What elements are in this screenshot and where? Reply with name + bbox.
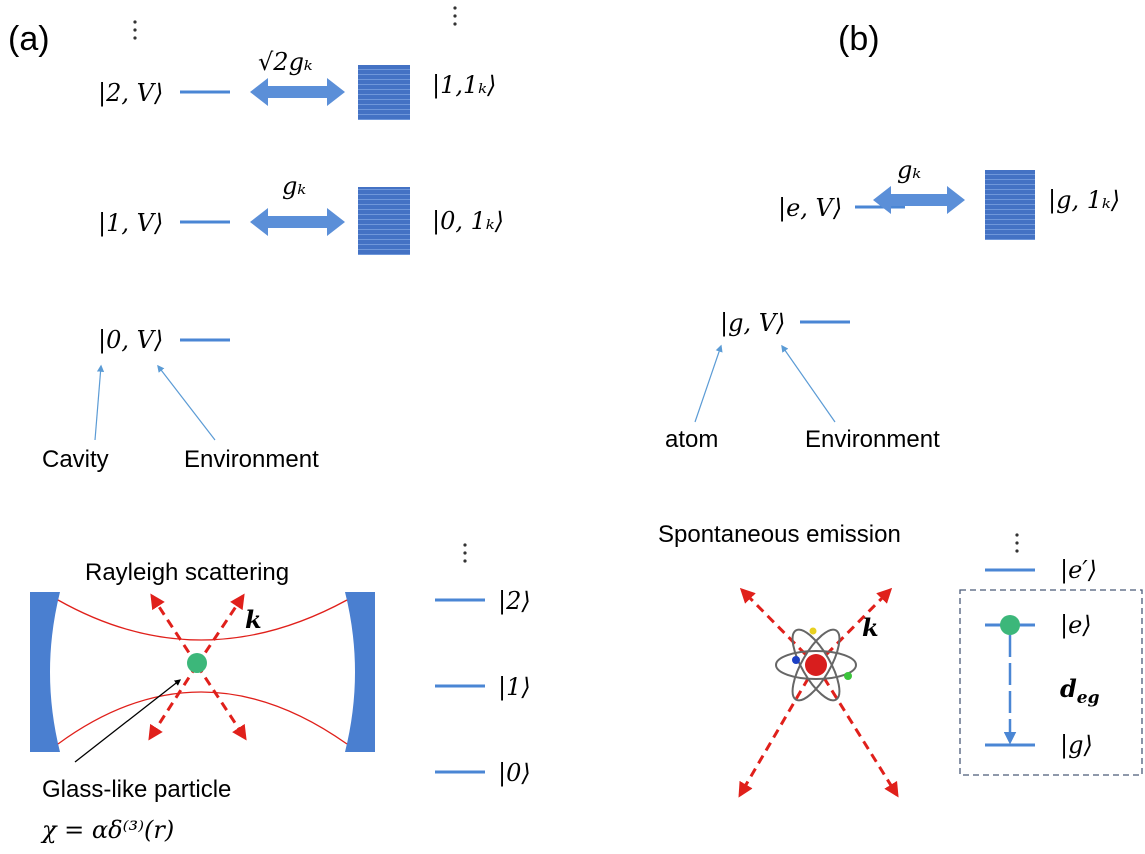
pointer (158, 366, 215, 440)
scatter-arrow (197, 596, 243, 665)
level-label: |e′⟩ (1060, 556, 1097, 585)
coupling-arrow (250, 78, 345, 106)
state-label: |g, V⟩ (720, 309, 785, 338)
scatter-arrow (152, 596, 197, 665)
level-label: |1⟩ (498, 673, 531, 702)
pointer-label: Cavity (42, 446, 109, 473)
pointer-label: Environment (805, 426, 940, 453)
emission-title: Spontaneous emission (658, 521, 901, 548)
level-label: |2⟩ (498, 587, 531, 616)
emission-arrow (742, 590, 816, 665)
wavevector: k (245, 605, 262, 634)
particle (1000, 615, 1020, 635)
state-label: |e, V⟩ (778, 194, 842, 223)
susceptibility: χ = αδ⁽³⁾(r) (40, 816, 174, 844)
state-label: |0, V⟩ (98, 326, 163, 355)
state-label: |1,1ₖ⟩ (432, 71, 496, 100)
dipole-subscript: eg (1077, 688, 1100, 708)
mirror (30, 592, 60, 752)
mirror (345, 592, 375, 752)
coupling-label: gₖ (897, 156, 921, 184)
particle-label: Glass-like particle (42, 776, 231, 803)
scatter-arrow (197, 665, 245, 738)
coupling-arrow (873, 186, 965, 214)
state-label: |0, 1ₖ⟩ (432, 207, 504, 236)
pointer (695, 346, 721, 422)
state-label: |1, V⟩ (98, 209, 163, 238)
continuum (358, 187, 410, 255)
atom-icon (776, 623, 856, 706)
scatter-arrow (150, 665, 197, 738)
coupling-label: gₖ (282, 172, 306, 200)
pointer (95, 366, 101, 440)
continuum (985, 170, 1035, 240)
pointer (75, 680, 180, 762)
beam (58, 692, 347, 744)
level-label: |g⟩ (1060, 731, 1093, 760)
level-label: |e⟩ (1060, 611, 1092, 640)
beam (58, 600, 347, 640)
dipole-symbol: d (1060, 674, 1077, 703)
level-label: |0⟩ (498, 759, 531, 788)
dipole-label: deg (1060, 674, 1100, 708)
panel-label: (b) (838, 20, 880, 58)
wavevector: k (862, 613, 879, 642)
particle (187, 653, 207, 673)
dashed-box (960, 590, 1142, 775)
coupling-label: √2gₖ (258, 48, 313, 76)
state-label: |2, V⟩ (98, 79, 163, 108)
pointer (782, 346, 835, 422)
scattering-title: Rayleigh scattering (85, 559, 289, 586)
panel-label: (a) (8, 20, 50, 58)
continuum (358, 65, 410, 120)
diagram: (a) |2, V⟩ √2gₖ |1,1ₖ⟩ |1, V⟩ gₖ |0, 1ₖ⟩… (0, 0, 1145, 854)
coupling-arrow (250, 208, 345, 236)
emission-arrow (740, 665, 816, 795)
pointer-label: atom (665, 426, 718, 453)
emission-arrow (816, 665, 897, 795)
state-label: |g, 1ₖ⟩ (1048, 186, 1120, 215)
pointer-label: Environment (184, 446, 319, 473)
emission-arrow (816, 590, 890, 665)
